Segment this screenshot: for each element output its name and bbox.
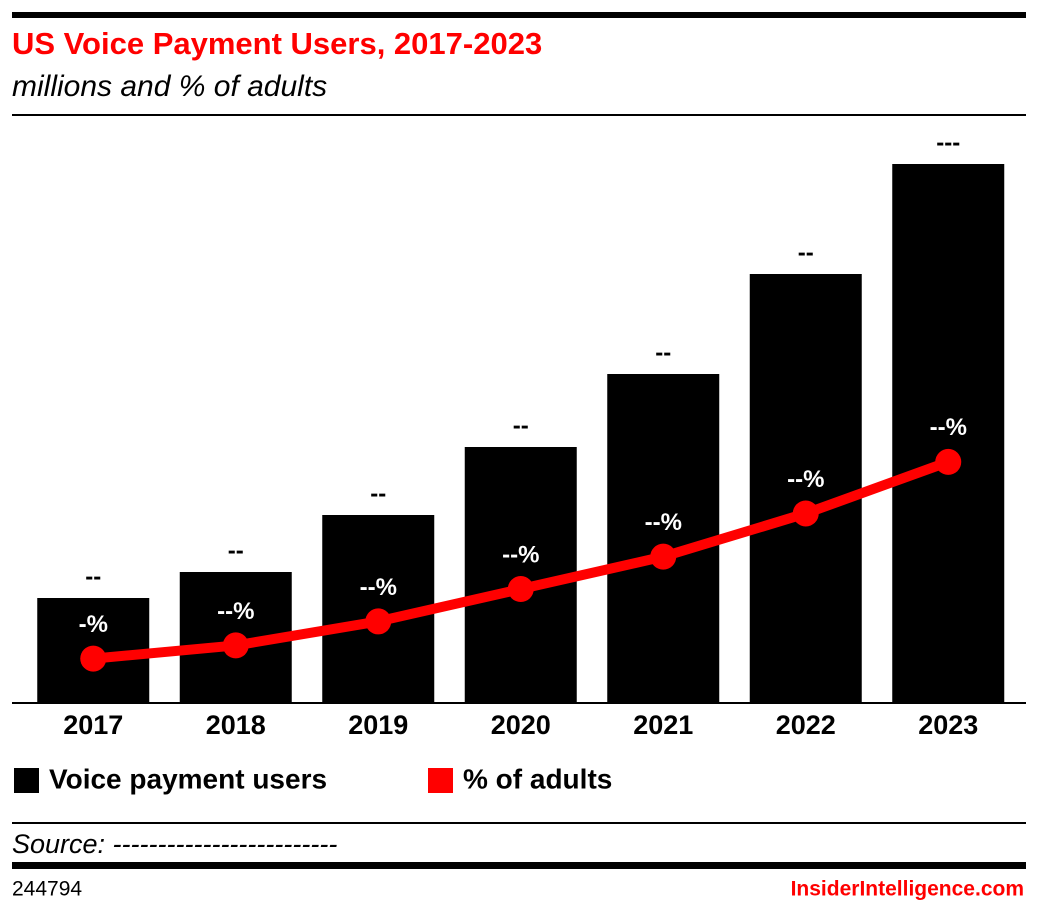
line-point — [935, 448, 962, 475]
chart-title: US Voice Payment Users, 2017-2023 — [12, 26, 542, 61]
rule — [12, 822, 1026, 824]
data-label: --% — [930, 414, 967, 441]
line-point — [507, 576, 534, 603]
data-label: -- — [798, 239, 814, 266]
top-rule — [12, 12, 1026, 18]
line-point — [650, 543, 677, 570]
x-tick-label: 2021 — [633, 710, 693, 740]
data-label: -- — [513, 412, 529, 439]
legend-label: % of adults — [463, 763, 612, 794]
data-label: --% — [787, 466, 824, 493]
data-label: -% — [79, 611, 108, 638]
data-label: -- — [85, 563, 101, 590]
data-label: -- — [655, 339, 671, 366]
chart-id: 244794 — [12, 878, 82, 901]
bottom-rule — [12, 862, 1026, 869]
bar — [464, 447, 577, 703]
data-label: --% — [217, 598, 254, 625]
x-tick-label: 2017 — [63, 710, 123, 740]
brand: InsiderIntelligence.com — [791, 878, 1024, 901]
line-point — [80, 645, 107, 672]
x-tick-label: 2019 — [348, 710, 408, 740]
data-label: --% — [645, 509, 682, 536]
x-tick-label: 2020 — [491, 710, 551, 740]
legend-swatch — [14, 768, 39, 793]
legend-swatch — [428, 768, 453, 793]
x-tick-label: 2018 — [206, 710, 266, 740]
source: Source: ------------------------- — [12, 829, 337, 859]
data-label: --- — [936, 129, 960, 156]
line-point — [222, 632, 249, 659]
bar — [749, 274, 862, 703]
data-label: -- — [370, 480, 386, 507]
line-point — [365, 608, 392, 635]
legend-label: Voice payment users — [49, 763, 327, 794]
x-tick-label: 2022 — [776, 710, 836, 740]
chart-subtitle: millions and % of adults — [12, 70, 327, 103]
line-point — [792, 500, 819, 527]
x-tick-label: 2023 — [918, 710, 978, 740]
data-label: --% — [502, 541, 539, 568]
rule — [12, 114, 1026, 116]
bar — [892, 164, 1005, 703]
data-label: -- — [228, 537, 244, 564]
data-label: --% — [360, 574, 397, 601]
bar — [607, 374, 720, 703]
